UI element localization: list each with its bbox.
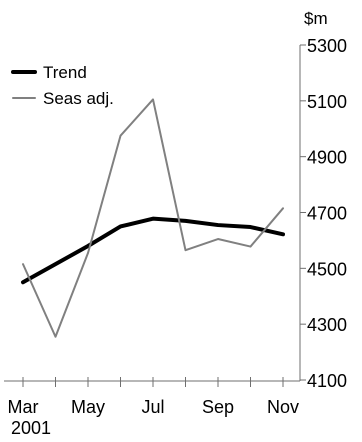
x-tick-label: Jul — [141, 397, 164, 417]
y-tick-label: 4700 — [307, 204, 347, 224]
y-tick-label: 4500 — [307, 259, 347, 279]
series-line-trend — [23, 219, 283, 283]
legend-label: Trend — [43, 63, 87, 82]
y-tick-label: 5100 — [307, 92, 347, 112]
y-tick-label: 4300 — [307, 315, 347, 335]
series-layer — [23, 99, 283, 336]
x-axis-year-label: 2001 — [11, 418, 51, 437]
x-tick-label: Sep — [202, 397, 234, 417]
y-tick-label: 4900 — [307, 148, 347, 168]
x-tick-label: Mar — [8, 397, 39, 417]
x-tick-label: Nov — [267, 397, 299, 417]
y-tick-label: 4100 — [307, 371, 347, 391]
y-tick-label: 5300 — [307, 36, 347, 56]
y-axis-unit-label: $m — [304, 9, 328, 28]
x-tick-label: May — [71, 397, 105, 417]
legend: Trend Seas adj. — [13, 63, 114, 108]
legend-label: Seas adj. — [43, 89, 114, 108]
